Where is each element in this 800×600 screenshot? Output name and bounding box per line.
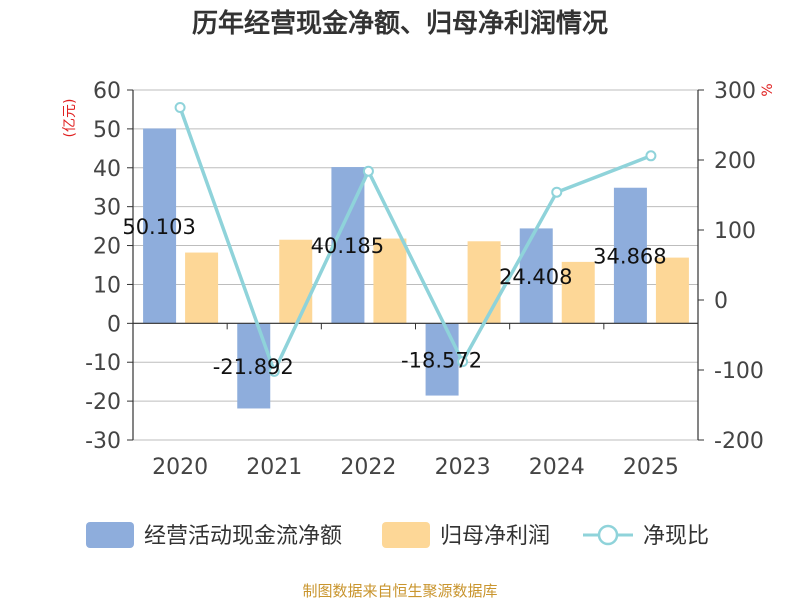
right-tick-label: 300 (714, 79, 756, 104)
x-tick-label: 2025 (623, 455, 679, 480)
data-label-cash-flow: -21.892 (213, 355, 294, 379)
data-label-cash-flow: -18.572 (401, 348, 482, 372)
axes: 6050403020100-10-20-303002001000-100-200… (85, 79, 764, 480)
ratio-point (174, 102, 186, 113)
left-tick-label: -30 (85, 429, 121, 454)
bar-cash-flow (425, 323, 459, 396)
legend-label-profit[interactable]: 归母净利润 (440, 524, 550, 549)
legend-label-cash[interactable]: 经营活动现金流净额 (144, 524, 342, 549)
right-tick-label: -100 (714, 359, 764, 384)
bar-cash-flow (237, 323, 271, 409)
legend-swatch-cash (86, 522, 134, 548)
bar-cash-flow (613, 187, 647, 324)
ratio-point (268, 365, 280, 377)
data-label-cash-flow: 50.103 (122, 215, 195, 239)
ratio-point (551, 186, 563, 198)
bar-net-profit (561, 261, 595, 324)
ratio-polyline (178, 106, 652, 374)
data-label-cash-flow: 24.408 (499, 265, 572, 289)
right-tick-label: -200 (714, 429, 764, 454)
data-label-cash-flow: 34.868 (593, 245, 666, 269)
x-tick-label: 2022 (340, 455, 396, 480)
source-note: 制图数据来自恒生聚源数据库 (302, 582, 497, 600)
legend-label-ratio[interactable]: 净现比 (643, 524, 709, 549)
left-tick-label: 30 (93, 196, 121, 221)
right-axis-unit: % (760, 83, 776, 96)
x-tick-label: 2020 (152, 455, 208, 480)
left-tick-label: 60 (93, 79, 121, 104)
left-axis-unit: (亿元) (62, 99, 78, 138)
data-labels: 50.103 -21.892 40.185 -18.572 24.408 34.868 (122, 215, 666, 379)
ratio-point (362, 165, 374, 177)
left-tick-label: 40 (93, 157, 121, 182)
left-tick-label: -10 (85, 351, 121, 376)
bar-cash-flow (143, 128, 177, 324)
x-tick-label: 2023 (435, 455, 491, 480)
left-tick-label: -20 (85, 390, 121, 415)
bars (143, 128, 689, 409)
bar-net-profit (467, 241, 501, 324)
ratio-point (645, 150, 657, 162)
ratio-point (457, 356, 469, 368)
x-tick-label: 2024 (529, 455, 585, 480)
bar-net-profit (373, 238, 407, 324)
chart-title: 历年经营现金净额、归母净利润情况 (192, 8, 608, 39)
data-label-cash-flow: 40.185 (311, 234, 384, 258)
bar-net-profit (185, 252, 219, 324)
right-tick-label: 100 (714, 219, 756, 244)
right-tick-label: 200 (714, 149, 756, 174)
legend-swatch-ratio-marker (597, 524, 619, 546)
left-tick-label: 0 (107, 312, 121, 337)
x-tick-label: 2021 (246, 455, 302, 480)
bar-net-profit (279, 239, 313, 324)
ratio-line (174, 102, 657, 377)
right-tick-label: 0 (714, 289, 728, 314)
bar-cash-flow (519, 228, 553, 324)
left-tick-label: 20 (93, 235, 121, 260)
legend-swatch-profit (382, 522, 430, 548)
bar-net-profit (655, 257, 689, 324)
left-tick-label: 50 (93, 118, 121, 143)
legend[interactable]: 经营活动现金流净额 归母净利润 净现比 (86, 522, 709, 549)
left-tick-label: 10 (93, 273, 121, 298)
